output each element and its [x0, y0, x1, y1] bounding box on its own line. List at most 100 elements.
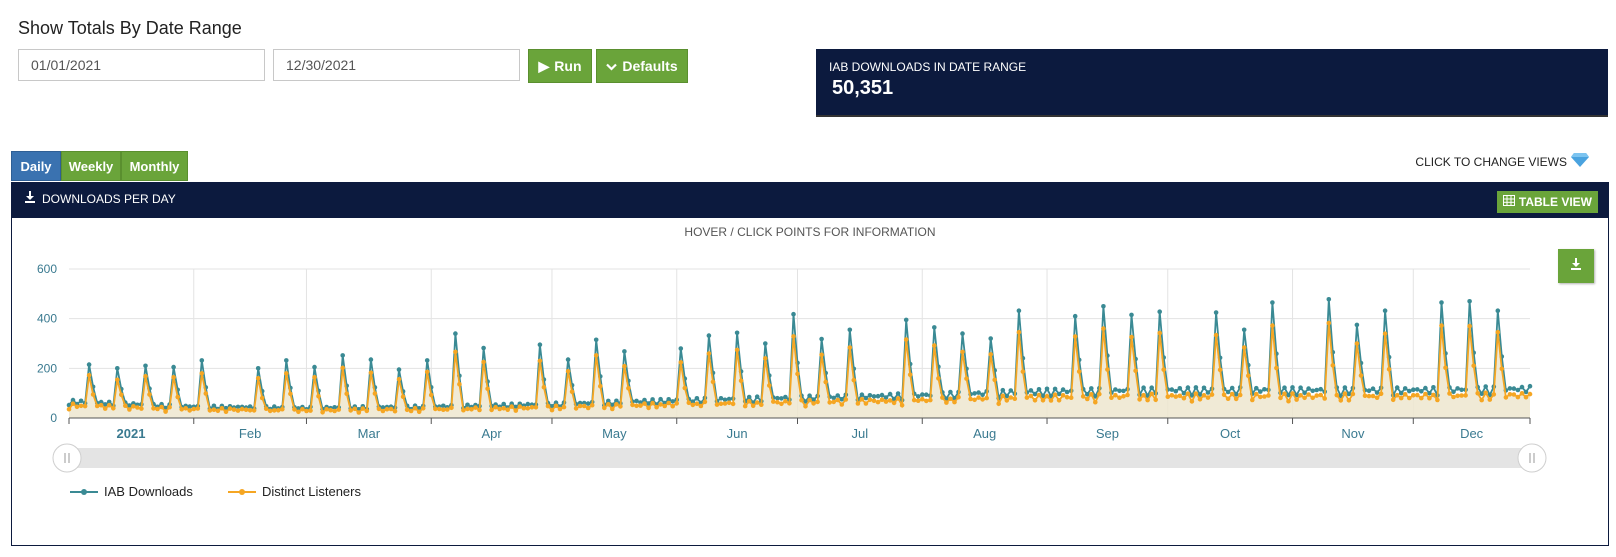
distinct-listeners-point[interactable] [284, 371, 289, 376]
distinct-listeners-point[interactable] [775, 399, 780, 405]
distinct-listeners-point[interactable] [1330, 363, 1336, 368]
distinct-listeners-point[interactable] [316, 394, 321, 399]
distinct-listeners-point[interactable] [533, 405, 539, 410]
distinct-listeners-point[interactable] [106, 402, 112, 408]
distinct-listeners-point[interactable] [968, 396, 973, 402]
distinct-listeners-point[interactable] [1419, 395, 1424, 401]
iab-downloads-point[interactable] [272, 404, 277, 409]
distinct-listeners-point[interactable] [1358, 373, 1364, 378]
iab-downloads-point[interactable] [1310, 388, 1315, 394]
iab-downloads-point[interactable] [424, 358, 430, 363]
distinct-listeners-point[interactable] [70, 401, 76, 406]
iab-downloads-point[interactable] [1382, 308, 1388, 313]
navigator-track[interactable] [57, 448, 1542, 468]
distinct-listeners-point[interactable] [356, 410, 362, 415]
iab-downloads-point[interactable] [678, 346, 684, 351]
iab-downloads-point[interactable] [863, 395, 869, 401]
distinct-listeners-point[interactable] [1008, 395, 1014, 400]
distinct-listeners-point[interactable] [1515, 394, 1521, 400]
iab-downloads-point[interactable] [1423, 385, 1428, 391]
iab-downloads-point[interactable] [1370, 386, 1376, 391]
distinct-listeners-point[interactable] [78, 403, 84, 409]
iab-downloads-point[interactable] [102, 402, 108, 407]
distinct-listeners-point[interactable] [714, 402, 720, 407]
distinct-listeners-point[interactable] [932, 343, 937, 348]
iab-downloads-point[interactable] [1101, 304, 1106, 309]
iab-downloads-point[interactable] [960, 331, 965, 336]
iab-downloads-point[interactable] [1193, 385, 1199, 390]
iab-downloads-point[interactable] [1306, 386, 1311, 391]
distinct-listeners-point[interactable] [1266, 393, 1271, 398]
distinct-listeners-point[interactable] [859, 397, 865, 402]
distinct-listeners-point[interactable] [807, 397, 812, 403]
distinct-listeners-point[interactable] [288, 391, 293, 397]
distinct-listeners-point[interactable] [650, 400, 655, 406]
distinct-listeners-point[interactable] [1093, 399, 1098, 405]
distinct-listeners-point[interactable] [1306, 392, 1311, 397]
distinct-listeners-point[interactable] [1354, 341, 1360, 346]
distinct-listeners-point[interactable] [1439, 323, 1444, 328]
iab-downloads-point[interactable] [606, 398, 611, 404]
distinct-listeners-point[interactable] [783, 398, 788, 404]
iab-downloads-point[interactable] [1455, 386, 1460, 391]
distinct-listeners-point[interactable] [1016, 329, 1022, 335]
distinct-listeners-point[interactable] [1398, 395, 1404, 401]
distinct-listeners-point[interactable] [1177, 393, 1183, 399]
distinct-listeners-point[interactable] [827, 400, 832, 405]
distinct-listeners-point[interactable] [895, 396, 901, 401]
distinct-listeners-point[interactable] [1044, 393, 1050, 399]
iab-downloads-point[interactable] [368, 357, 374, 362]
distinct-listeners-point[interactable] [1153, 397, 1158, 403]
distinct-listeners-point[interactable] [1229, 391, 1235, 397]
distinct-listeners-point[interactable] [1076, 369, 1082, 374]
distinct-listeners-point[interactable] [517, 404, 523, 409]
distinct-listeners-point[interactable] [489, 407, 494, 413]
iab-downloads-point[interactable] [312, 364, 317, 370]
iab-downloads-point[interactable] [1032, 391, 1038, 397]
iab-downloads-point[interactable] [1342, 385, 1348, 390]
distinct-listeners-point[interactable] [972, 397, 977, 403]
iab-downloads-point[interactable] [783, 394, 788, 400]
distinct-listeners-point[interactable] [1487, 397, 1493, 402]
distinct-listeners-point[interactable] [891, 400, 897, 406]
distinct-listeners-point[interactable] [944, 400, 949, 405]
iab-downloads-point[interactable] [614, 398, 619, 404]
distinct-listeners-point[interactable] [1350, 391, 1356, 397]
distinct-listeners-point[interactable] [682, 385, 688, 391]
distinct-listeners-point[interactable] [280, 406, 285, 412]
distinct-listeners-point[interactable] [654, 404, 659, 410]
distinct-listeners-point[interactable] [1455, 393, 1460, 399]
distinct-listeners-point[interactable] [239, 406, 245, 412]
distinct-listeners-point[interactable] [618, 404, 623, 409]
iab-downloads-point[interactable] [754, 394, 760, 399]
iab-downloads-point[interactable] [199, 358, 205, 363]
end-date-input[interactable] [273, 49, 520, 81]
distinct-listeners-point[interactable] [1165, 394, 1171, 399]
distinct-listeners-point[interactable] [1185, 391, 1191, 396]
distinct-listeners-point[interactable] [670, 403, 675, 409]
iab-downloads-point[interactable] [1451, 389, 1456, 395]
iab-downloads-point[interactable] [1290, 385, 1295, 390]
distinct-listeners-point[interactable] [123, 403, 128, 408]
iab-downloads-point[interactable] [690, 399, 696, 404]
start-date-input[interactable] [18, 49, 265, 81]
distinct-listeners-point[interactable] [1085, 396, 1090, 402]
distinct-listeners-point[interactable] [1274, 365, 1279, 371]
iab-downloads-point[interactable] [1427, 391, 1432, 396]
iab-downloads-point[interactable] [1056, 391, 1062, 397]
iab-downloads-point[interactable] [211, 403, 217, 409]
distinct-listeners-point[interactable] [1495, 329, 1501, 335]
distinct-listeners-point[interactable] [1390, 397, 1396, 403]
distinct-listeners-point[interactable] [1145, 397, 1150, 403]
iab-downloads-point[interactable] [1286, 392, 1291, 398]
distinct-listeners-point[interactable] [1322, 396, 1327, 401]
distinct-listeners-point[interactable] [698, 403, 704, 409]
distinct-listeners-point[interactable] [1366, 393, 1372, 399]
distinct-listeners-point[interactable] [102, 406, 108, 411]
distinct-listeners-point[interactable] [404, 407, 410, 413]
distinct-listeners-point[interactable] [956, 394, 961, 400]
iab-downloads-point[interactable] [895, 391, 901, 396]
distinct-listeners-point[interactable] [437, 406, 442, 412]
distinct-listeners-point[interactable] [300, 406, 305, 412]
distinct-listeners-point[interactable] [203, 391, 209, 396]
